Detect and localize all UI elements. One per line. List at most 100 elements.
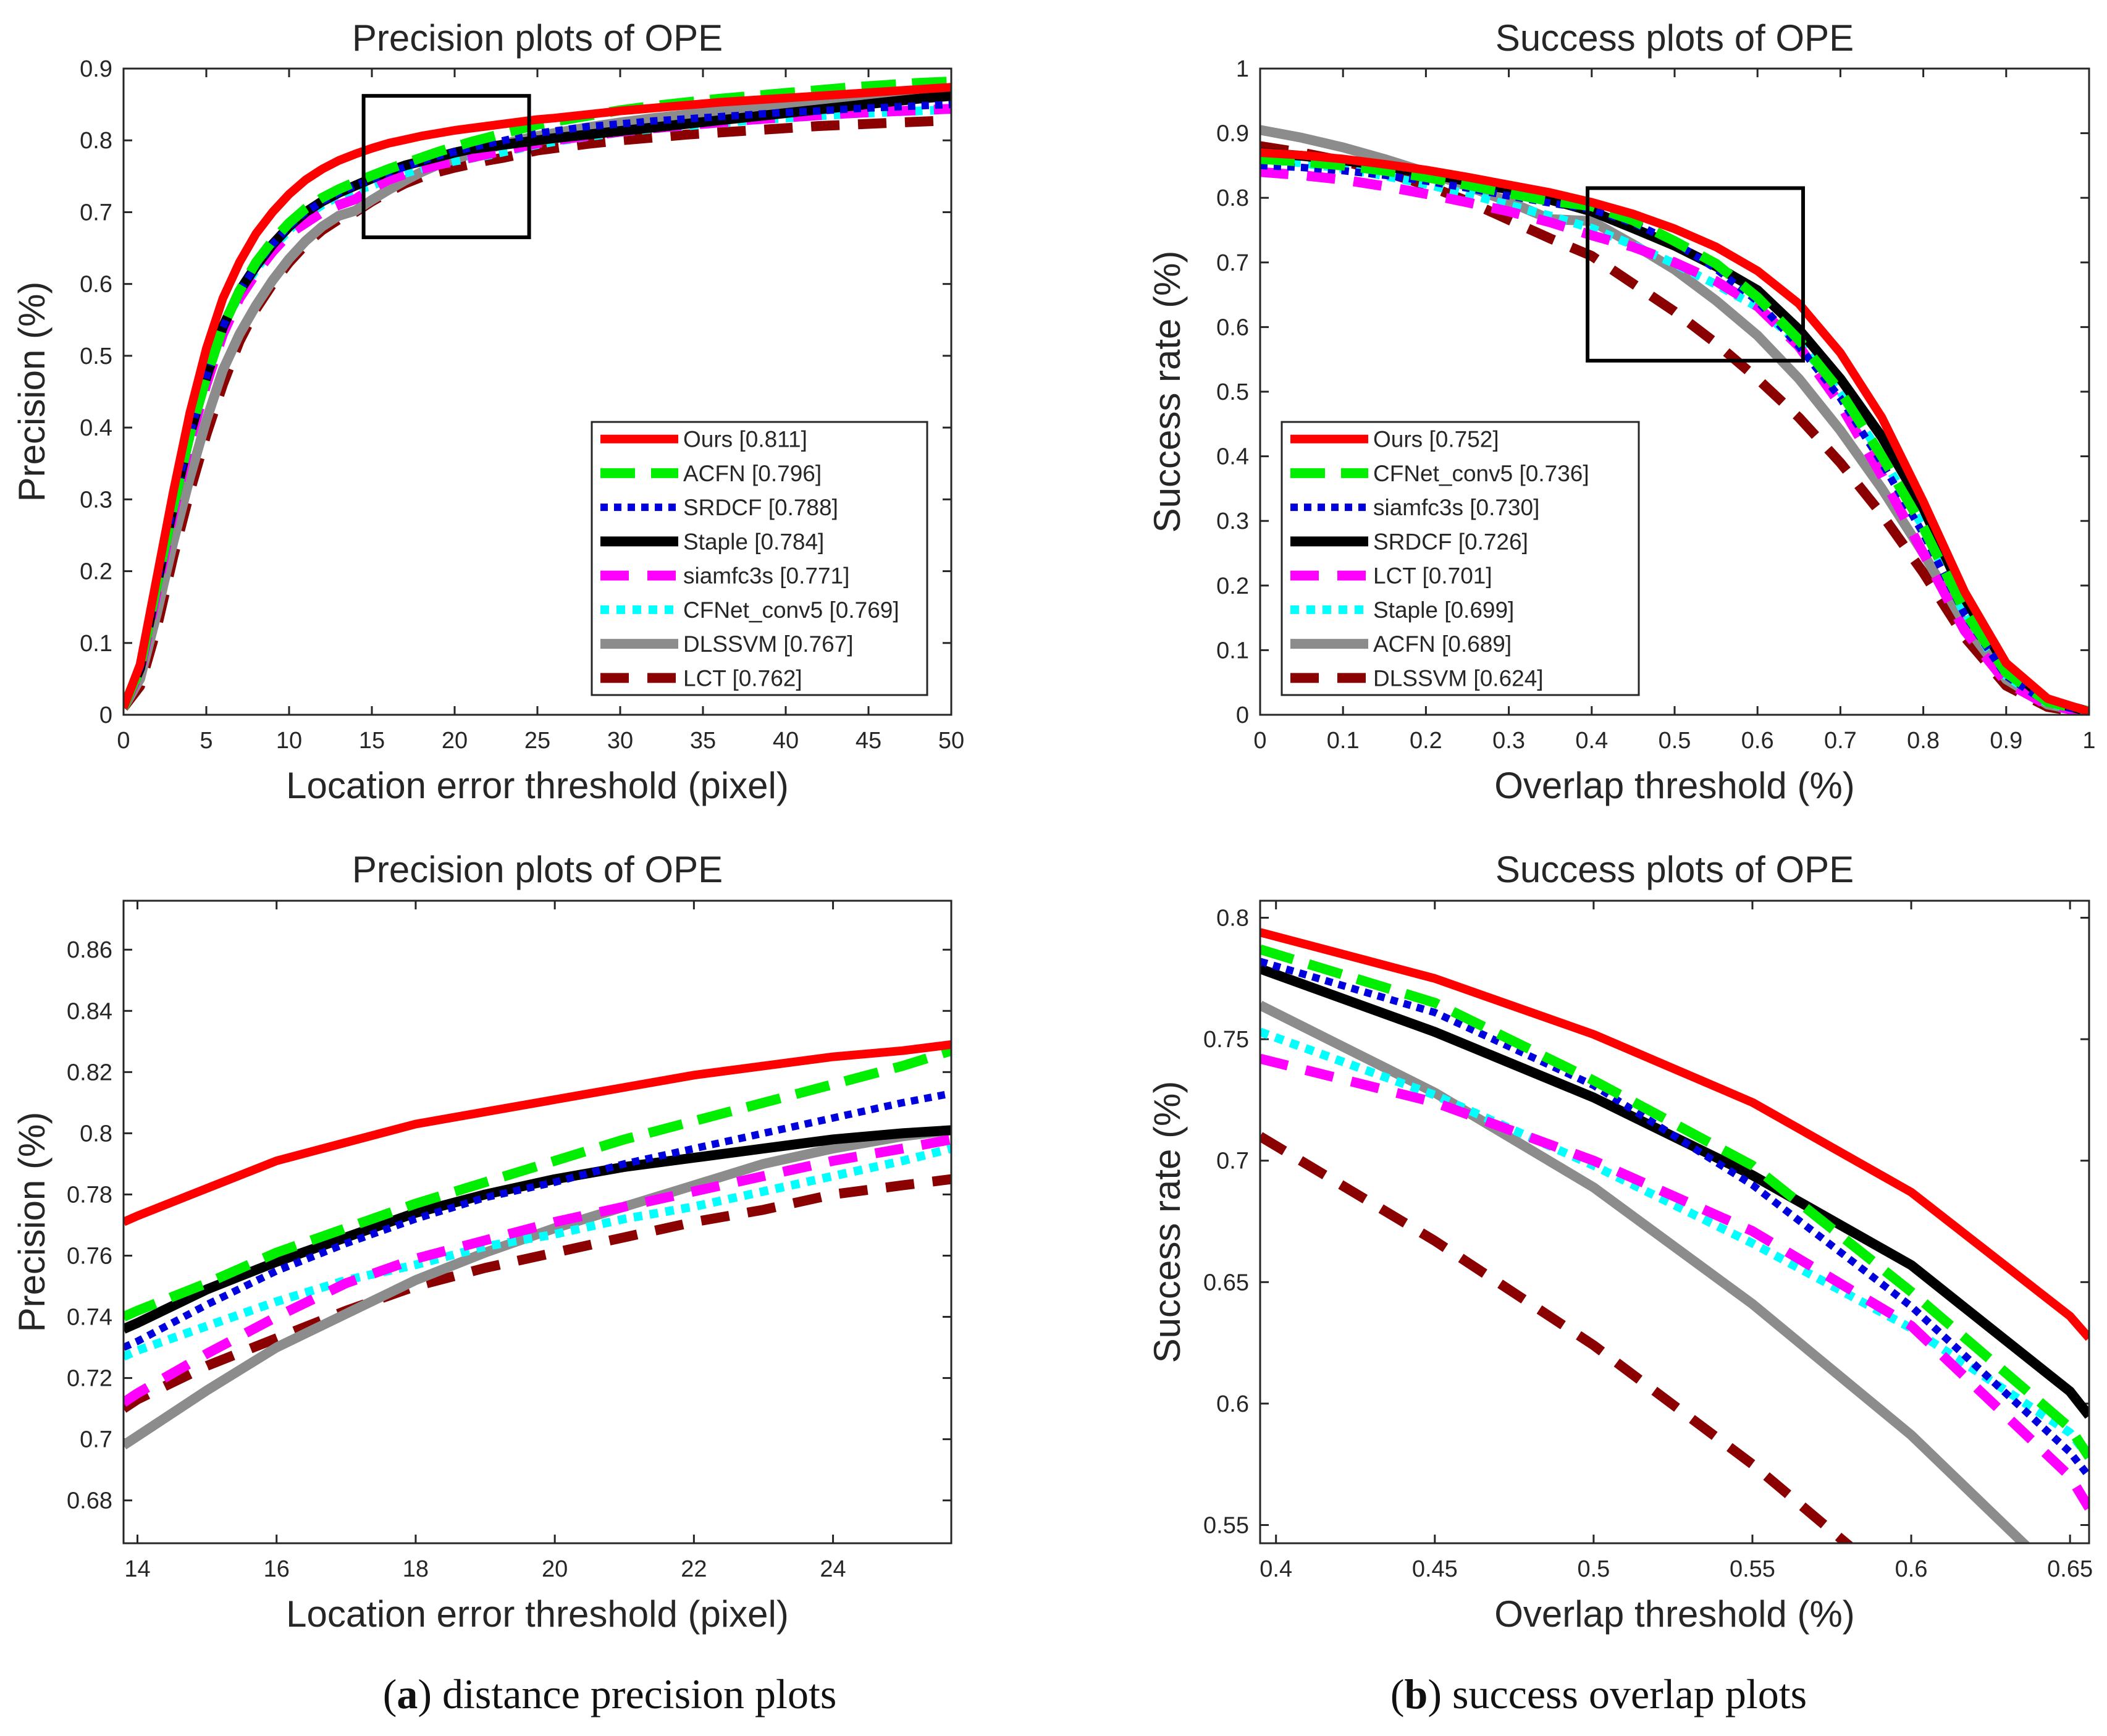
- series-group: [1260, 125, 2089, 715]
- y-tick-label: 0.75: [1203, 1027, 1249, 1053]
- y-tick-label: 0.2: [80, 559, 112, 585]
- series-line-cfnet-conv5: [1260, 154, 2089, 715]
- series-line-ours: [1260, 928, 2089, 1341]
- legend-label: SRDCF [0.788]: [683, 495, 838, 520]
- y-tick-label: 0.3: [1216, 508, 1249, 534]
- x-tick-label: 0: [117, 728, 130, 754]
- x-tick-label: 15: [359, 728, 385, 754]
- caption-a-letter: a: [397, 1671, 418, 1717]
- legend-label: Ours [0.752]: [1373, 427, 1499, 452]
- y-tick-label: 0.2: [1216, 573, 1249, 599]
- x-tick-label: 0.4: [1575, 728, 1608, 754]
- series-line-lct: [124, 115, 951, 711]
- series-line-lct: [1260, 1053, 2089, 1511]
- success-zoom-panel: Success plots of OPE 0.4 0.45 0.5 0.55 0.6 0.6…: [1146, 849, 2093, 1635]
- series-group: [124, 1040, 951, 1450]
- x-tick-label: 0.8: [1907, 728, 1940, 754]
- series-line-siamfc3s: [124, 1134, 951, 1407]
- y-tick-label: 0.8: [80, 1121, 112, 1147]
- y-axis-label: Precision (%): [11, 282, 53, 502]
- series-line-acfn: [124, 1046, 951, 1321]
- y-tick-label: 0.82: [67, 1060, 112, 1085]
- y-tick-label: 0.9: [1216, 121, 1249, 147]
- y-tick-label: 0.3: [80, 487, 112, 513]
- x-tick-label: 20: [542, 1556, 568, 1582]
- x-tick-label: 25: [524, 728, 550, 754]
- legend-label: siamfc3s [0.771]: [683, 563, 849, 589]
- series-line-srdcf: [124, 1090, 951, 1351]
- legend-label: LCT [0.701]: [1373, 563, 1492, 589]
- x-tick-label: 0.65: [2047, 1556, 2093, 1582]
- y-tick-label: 0.7: [80, 1427, 112, 1453]
- y-axis-label: Precision (%): [11, 1112, 53, 1333]
- x-tick-label: 0.9: [1990, 728, 2022, 754]
- x-axis-label: Overlap threshold (%): [1494, 1593, 1855, 1635]
- x-tick-label: 14: [124, 1556, 150, 1582]
- y-axis-label: Success rate (%): [1146, 1081, 1188, 1363]
- success-full-panel: Success plots of OPE 0 0.1 0.2 0.3 0.4 0.5 0.6 0…: [1146, 17, 2096, 806]
- legend-label: CFNet_conv5 [0.736]: [1373, 461, 1589, 486]
- y-tick-label: 0: [1236, 702, 1249, 728]
- y-tick-label: 0.6: [80, 272, 112, 298]
- legend-label: SRDCF [0.726]: [1373, 529, 1528, 554]
- x-axis-label: Location error threshold (pixel): [286, 1593, 789, 1635]
- y-tick-label: 0.7: [1216, 1148, 1249, 1174]
- series-line-cfnet-conv5: [124, 1144, 951, 1361]
- series-group: [124, 76, 951, 711]
- series-line-dlssvm: [1260, 1132, 1854, 1543]
- axes-frame: [1259, 67, 2090, 716]
- legend-label: ACFN [0.796]: [683, 461, 822, 486]
- caption-b: (b) success overlap plots: [1390, 1671, 1807, 1717]
- legend-label: Staple [0.784]: [683, 529, 824, 554]
- caption-a-text: distance precision plots: [442, 1671, 836, 1717]
- x-tick-label: 35: [690, 728, 716, 754]
- x-tick-label: 20: [442, 728, 468, 754]
- x-tick-label: 0.45: [1412, 1556, 1458, 1582]
- y-tick-label: 0.4: [1216, 444, 1249, 470]
- legend-label: siamfc3s [0.730]: [1373, 495, 1539, 520]
- x-tick-label: 0.5: [1577, 1556, 1610, 1582]
- series-line-ours: [124, 83, 951, 709]
- y-tick-label: 0.5: [1216, 379, 1249, 405]
- y-tick-label: 0.84: [67, 998, 112, 1024]
- x-tick-label: 22: [681, 1556, 707, 1582]
- x-axis-label: Overlap threshold (%): [1494, 765, 1855, 806]
- series-line-lct: [124, 1174, 951, 1413]
- chart-title: Success plots of OPE: [1495, 849, 1854, 890]
- zoom-box: [361, 94, 531, 240]
- x-tick-label: 24: [820, 1556, 846, 1582]
- y-tick-label: 0.9: [80, 56, 112, 82]
- y-tick-label: 0.1: [1216, 638, 1249, 664]
- x-axis-label: Location error threshold (pixel): [286, 765, 789, 806]
- series-line-lct: [1260, 167, 2089, 715]
- caption-a: (a) distance precision plots: [383, 1671, 837, 1717]
- series-line-staple: [124, 1125, 951, 1334]
- y-tick-label: 0.8: [1216, 906, 1249, 932]
- y-tick-label: 0.8: [80, 128, 112, 154]
- y-tick-label: 1: [1236, 56, 1249, 82]
- legend-label: Staple [0.699]: [1373, 597, 1514, 623]
- x-tick-label: 0.2: [1410, 728, 1442, 754]
- legend-label: DLSSVM [0.767]: [683, 631, 854, 657]
- x-tick-label: 0.6: [1895, 1556, 1928, 1582]
- x-tick-label: 40: [773, 728, 799, 754]
- y-tick-label: 0.6: [1216, 314, 1249, 340]
- x-tick-label: 10: [276, 728, 302, 754]
- x-tick-label: 0.4: [1260, 1556, 1292, 1582]
- series-line-ours: [124, 1040, 951, 1226]
- legend-box: [1281, 421, 1640, 696]
- y-tick-label: 0.68: [67, 1488, 112, 1514]
- y-tick-label: 0.76: [67, 1243, 112, 1269]
- y-tick-label: 0.5: [80, 343, 112, 369]
- x-tick-label: 0.6: [1741, 728, 1774, 754]
- legend-label: CFNet_conv5 [0.769]: [683, 597, 899, 623]
- chart-title: Precision plots of OPE: [352, 849, 723, 890]
- x-tick-label: 45: [856, 728, 881, 754]
- legend-label: Ours [0.811]: [683, 427, 807, 452]
- x-tick-label: 0: [1253, 728, 1266, 754]
- caption-b-letter: b: [1405, 1671, 1428, 1717]
- x-tick-label: 16: [264, 1556, 290, 1582]
- y-tick-label: 0.65: [1203, 1270, 1249, 1296]
- y-tick-label: 0.7: [80, 200, 112, 225]
- legend-box: [591, 421, 928, 696]
